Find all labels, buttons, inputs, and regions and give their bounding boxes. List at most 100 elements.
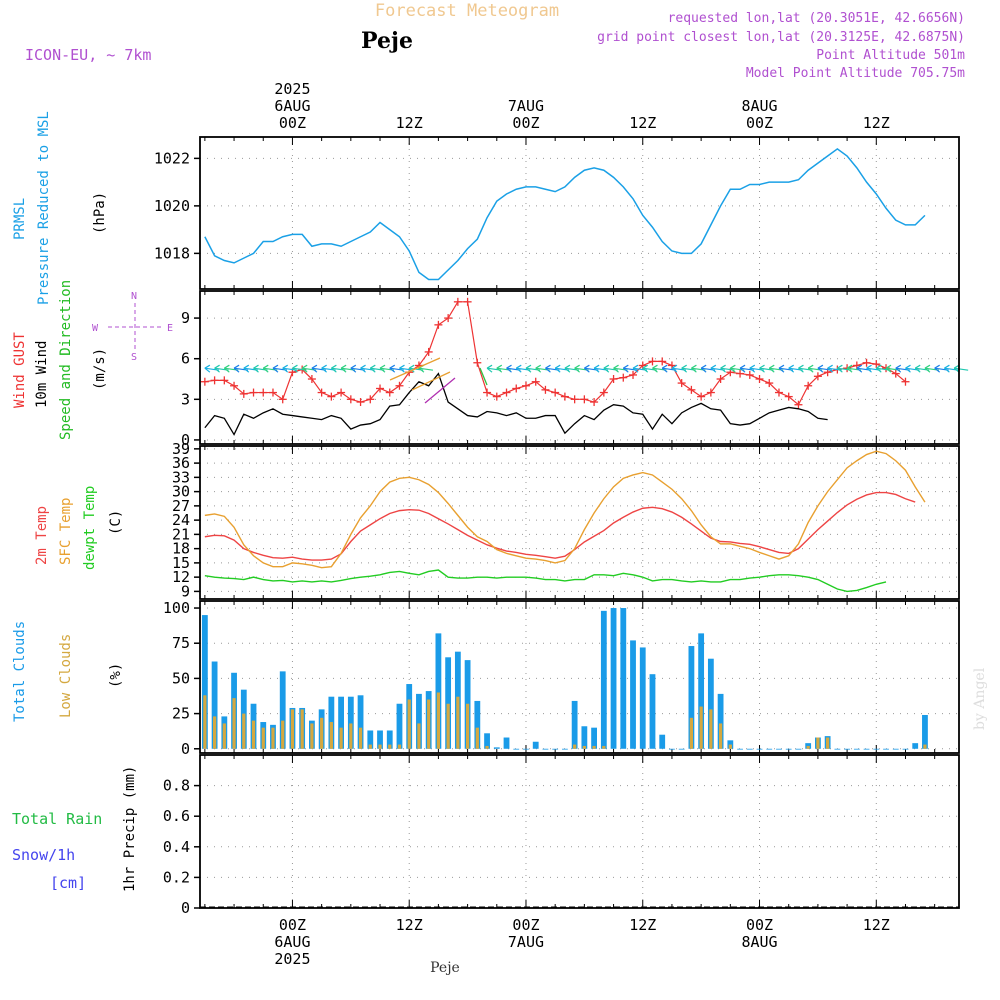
total-cloud-label: Total Clouds — [12, 621, 28, 722]
low-cloud-bar — [251, 720, 256, 749]
y-tick-label: 9 — [181, 582, 190, 600]
compass-n: N — [131, 291, 137, 302]
wind-arrow — [924, 367, 931, 373]
wind-arrow — [681, 364, 687, 369]
wind-arrow — [418, 367, 425, 373]
requested-coords: requested lon,lat (20.3051E, 42.6656N) — [668, 11, 965, 26]
wind-arrow — [515, 364, 522, 369]
model-altitude: Model Point Altitude 705.75m — [746, 66, 965, 81]
low-cloud-bar — [923, 744, 927, 749]
pressure-long-name: Pressure Reduced to MSL — [36, 111, 52, 305]
low-cloud-bar — [271, 727, 275, 749]
total-cloud-bar — [591, 727, 597, 749]
wind-arrow — [798, 364, 804, 369]
total-cloud-bar — [357, 695, 364, 749]
wind10-label: 10m Wind — [34, 341, 50, 408]
wind-arrow — [603, 364, 610, 369]
low-cloud-bar — [709, 709, 713, 749]
top-time-label: 00Z — [512, 114, 539, 132]
wind-arrow — [223, 367, 230, 373]
wind-arrow-long — [424, 377, 456, 404]
total-cloud-bar — [678, 748, 685, 750]
precip-panel: 0 0.2 0.4 0.6 0.8 — [163, 754, 960, 917]
wind-arrow — [817, 367, 824, 373]
wind-arrow-long — [389, 357, 441, 381]
wind-arrow — [399, 364, 405, 369]
low-cloud-bar — [689, 717, 694, 749]
total-cloud-bar — [639, 647, 646, 749]
compass-e: E — [167, 323, 173, 334]
y-tick-label: 12 — [172, 568, 190, 586]
total-cloud-bar — [834, 748, 841, 750]
wind-arrow — [905, 367, 911, 373]
wind-arrow — [642, 367, 649, 373]
pressure-panel: 1018 1020 1022 — [154, 136, 960, 290]
wind-arrow — [321, 367, 328, 373]
wind-arrow — [311, 367, 318, 373]
low-cloud-bar — [320, 717, 324, 749]
wind-arrow — [301, 364, 308, 369]
pressure-unit: (hPa) — [92, 192, 108, 234]
wind-arrow — [768, 364, 775, 369]
wind-arrow — [262, 364, 269, 369]
wind-arrow — [700, 364, 707, 369]
t2m-line — [204, 491, 916, 561]
total-cloud-bar — [338, 696, 344, 749]
top-time-label: 00Z — [279, 114, 306, 132]
total-cloud-bar — [474, 700, 481, 749]
wind-arrow — [545, 367, 551, 373]
total-cloud-bar — [532, 741, 539, 749]
total-cloud-bar — [562, 748, 568, 750]
wind-arrow — [584, 364, 590, 369]
bottom-time-label: 7AUG — [508, 933, 544, 951]
y-tick-label: 0.2 — [163, 868, 190, 886]
wind-arrow — [836, 367, 843, 373]
temp-unit: (C) — [108, 510, 124, 535]
wind-arrow — [720, 367, 726, 373]
y-tick-label: 24 — [172, 511, 190, 529]
wind-arrow — [369, 364, 376, 369]
pressure-line — [204, 147, 926, 281]
total-cloud-bar — [630, 640, 636, 749]
total-cloud-bar — [892, 748, 899, 750]
wind-arrow — [506, 367, 512, 373]
gust-label: Wind GUST — [12, 332, 28, 408]
wind-arrow — [603, 367, 610, 373]
bottom-time-label: 12Z — [396, 916, 423, 934]
wind-arrow — [642, 364, 649, 369]
total-cloud-bar — [698, 633, 705, 749]
total-cloud-bar — [902, 748, 909, 750]
wind-arrow — [681, 367, 688, 373]
wind-arrow — [253, 364, 259, 369]
top-time-label: 12Z — [863, 114, 890, 132]
wind-arrow-long — [411, 371, 451, 391]
y-tick-label: 0.6 — [163, 807, 190, 825]
total-cloud-bar — [211, 661, 218, 749]
total-cloud-bar — [523, 748, 529, 750]
top-time-label: 8AUG — [741, 97, 777, 115]
wind-arrow — [934, 364, 940, 369]
y-tick-label: 18 — [172, 540, 190, 558]
total-cloud-bar — [347, 696, 354, 749]
low-cloud-bar — [290, 709, 295, 749]
wind-arrow — [613, 364, 619, 369]
temperature-frame — [199, 445, 960, 600]
wind-arrow — [778, 367, 785, 373]
wind-dir-label: Speed and Direction — [58, 280, 74, 440]
snow-unit: [cm] — [50, 874, 86, 892]
wind-arrow — [292, 364, 298, 369]
y-tick-label: 15 — [172, 554, 190, 572]
wind-arrow — [885, 364, 892, 369]
wind-arrow — [885, 367, 892, 373]
wind-arrow — [895, 367, 902, 373]
wind-arrow — [233, 364, 240, 369]
total-cloud-bar — [688, 646, 695, 749]
rain-label: Total Rain — [12, 810, 102, 828]
sfc-line — [204, 450, 926, 569]
wind-arrow — [632, 367, 639, 373]
wind-arrow — [350, 364, 357, 369]
wind-arrow — [914, 367, 921, 373]
wind-arrow — [788, 364, 795, 369]
wind-arrow — [486, 364, 493, 369]
